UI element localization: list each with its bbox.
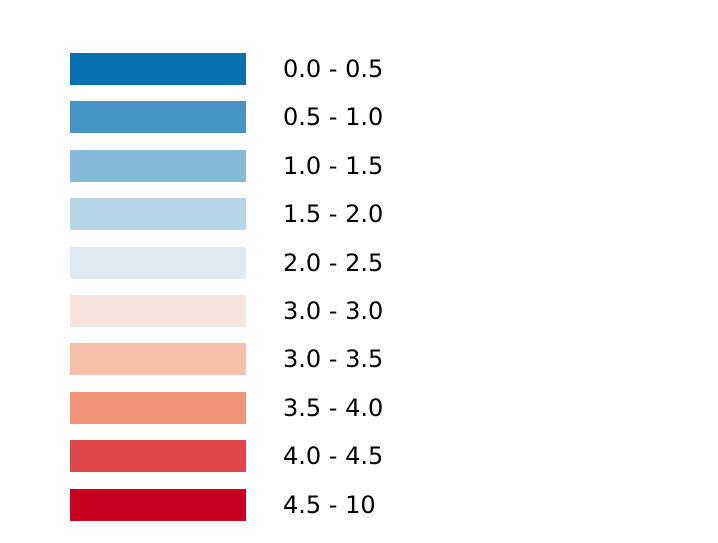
legend-swatch [70,246,246,279]
legend-swatch [70,391,246,424]
legend-label: 1.5 - 2.0 [283,200,384,229]
legend-item: 1.5 - 2.0 [70,198,470,231]
legend-swatch [70,440,246,473]
legend-swatch [70,53,246,85]
legend-item: 2.0 - 2.5 [70,246,470,279]
legend-label: 4.5 - 10 [283,490,376,519]
legend-swatch [70,149,246,182]
legend-label: 1.0 - 1.5 [283,151,384,180]
legend-swatch [70,101,246,134]
legend-item: 0.0 - 0.5 [70,53,470,85]
legend-label: 4.0 - 4.5 [283,442,384,471]
legend-item: 3.0 - 3.5 [70,343,470,376]
legend-swatch [70,488,246,521]
legend-item: 3.0 - 3.0 [70,294,470,327]
legend-swatch [70,294,246,327]
legend-label: 2.0 - 2.5 [283,248,384,277]
legend-item: 4.5 - 10 [70,488,470,521]
legend-item: 0.5 - 1.0 [70,101,470,134]
legend-label: 3.5 - 4.0 [283,393,384,422]
legend-item: 3.5 - 4.0 [70,391,470,424]
legend-swatch [70,198,246,231]
legend-label: 3.0 - 3.0 [283,296,384,325]
legend-label: 0.5 - 1.0 [283,103,384,132]
legend-label: 0.0 - 0.5 [283,55,384,83]
legend-item: 1.0 - 1.5 [70,149,470,182]
legend-swatch [70,343,246,376]
color-legend: 0.0 - 0.5 0.5 - 1.0 1.0 - 1.5 1.5 - 2.0 … [70,53,470,537]
legend-label: 3.0 - 3.5 [283,345,384,374]
legend-item: 4.0 - 4.5 [70,440,470,473]
